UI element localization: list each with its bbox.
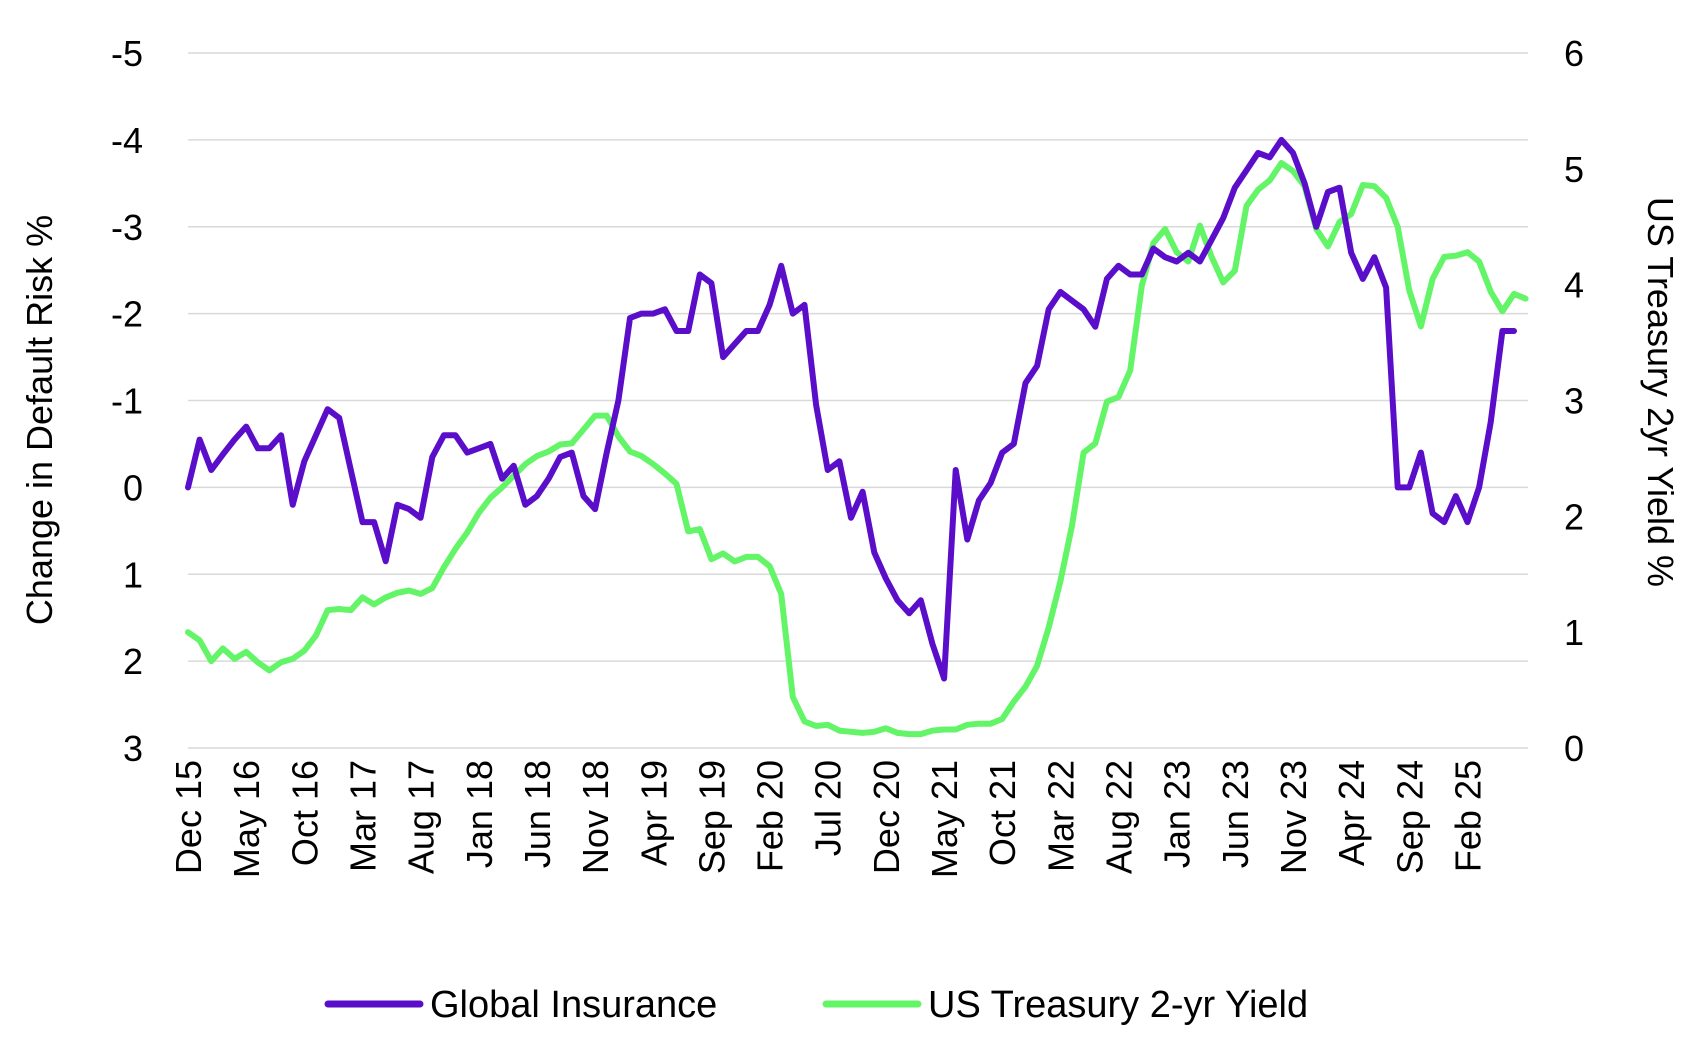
left-y-tick-label: -1 bbox=[111, 381, 143, 422]
x-tick-label: Dec 15 bbox=[168, 760, 209, 874]
x-tick-label: Feb 20 bbox=[750, 760, 791, 872]
x-tick-label: Mar 17 bbox=[342, 760, 383, 872]
gridlines bbox=[188, 52, 1528, 749]
x-tick-label: Dec 20 bbox=[866, 760, 907, 874]
left-y-tick-label: -4 bbox=[111, 120, 143, 161]
right-y-axis-title: US Treasury 2yr Yield % bbox=[1640, 197, 1681, 587]
x-tick-label: May 21 bbox=[924, 760, 965, 878]
x-tick-label: Nov 18 bbox=[575, 760, 616, 874]
x-tick-label: Aug 22 bbox=[1099, 760, 1140, 874]
x-tick-label: Mar 22 bbox=[1040, 760, 1081, 872]
legend-label-us-treasury: US Treasury 2-yr Yield bbox=[928, 984, 1308, 1026]
right-y-tick-label: 6 bbox=[1564, 33, 1584, 74]
legend-item-us-treasury: US Treasury 2-yr Yield bbox=[822, 984, 1308, 1026]
x-tick-label: Jun 23 bbox=[1215, 760, 1256, 868]
legend-item-global-insurance: Global Insurance bbox=[324, 984, 717, 1026]
x-tick-label: Jul 20 bbox=[808, 760, 849, 856]
right-y-axis-ticks: 6 5 4 3 2 1 0 bbox=[1564, 33, 1584, 769]
right-y-tick-label: 5 bbox=[1564, 149, 1584, 190]
x-axis-ticks: Dec 15 May 16 Oct 16 Mar 17 Aug 17 Jan 18 Jun … bbox=[168, 760, 1488, 878]
right-y-tick-label: 3 bbox=[1564, 381, 1584, 422]
left-y-axis-ticks: -5 -4 -3 -2 -1 0 1 2 3 bbox=[111, 33, 143, 769]
left-y-tick-label: 2 bbox=[123, 641, 143, 682]
x-tick-label: Sep 19 bbox=[691, 760, 732, 874]
x-tick-label: Oct 16 bbox=[284, 760, 325, 866]
right-y-tick-label: 1 bbox=[1564, 612, 1584, 653]
left-y-tick-label: -3 bbox=[111, 207, 143, 248]
left-y-tick-label: 3 bbox=[123, 728, 143, 769]
x-tick-label: Nov 23 bbox=[1273, 760, 1314, 874]
series-lines bbox=[185, 136, 1529, 738]
left-y-tick-label: -2 bbox=[111, 294, 143, 335]
right-y-tick-label: 4 bbox=[1564, 265, 1584, 306]
x-tick-label: Apr 19 bbox=[633, 760, 674, 866]
left-y-axis-title: Change in Default Risk % bbox=[19, 215, 60, 625]
x-tick-label: Jan 23 bbox=[1157, 760, 1198, 868]
series-line-us-treasury-2yr bbox=[185, 160, 1529, 738]
left-y-tick-label: 1 bbox=[123, 554, 143, 595]
legend: Global Insurance US Treasury 2-yr Yield bbox=[324, 984, 1308, 1026]
right-y-tick-label: 2 bbox=[1564, 496, 1584, 537]
x-tick-label: Feb 25 bbox=[1447, 760, 1488, 872]
right-y-tick-label: 0 bbox=[1564, 728, 1584, 769]
x-tick-label: Sep 24 bbox=[1389, 760, 1430, 874]
x-tick-label: May 16 bbox=[226, 760, 267, 878]
series-line-global-insurance bbox=[185, 136, 1517, 682]
x-tick-label: Oct 21 bbox=[982, 760, 1023, 866]
x-tick-label: Jun 18 bbox=[517, 760, 558, 868]
x-tick-label: Aug 17 bbox=[401, 760, 442, 874]
left-y-tick-label: 0 bbox=[123, 467, 143, 508]
legend-label-global-insurance: Global Insurance bbox=[430, 984, 717, 1026]
x-tick-label: Jan 18 bbox=[459, 760, 500, 868]
x-tick-label: Apr 24 bbox=[1331, 760, 1372, 866]
left-y-tick-label: -5 bbox=[111, 33, 143, 74]
